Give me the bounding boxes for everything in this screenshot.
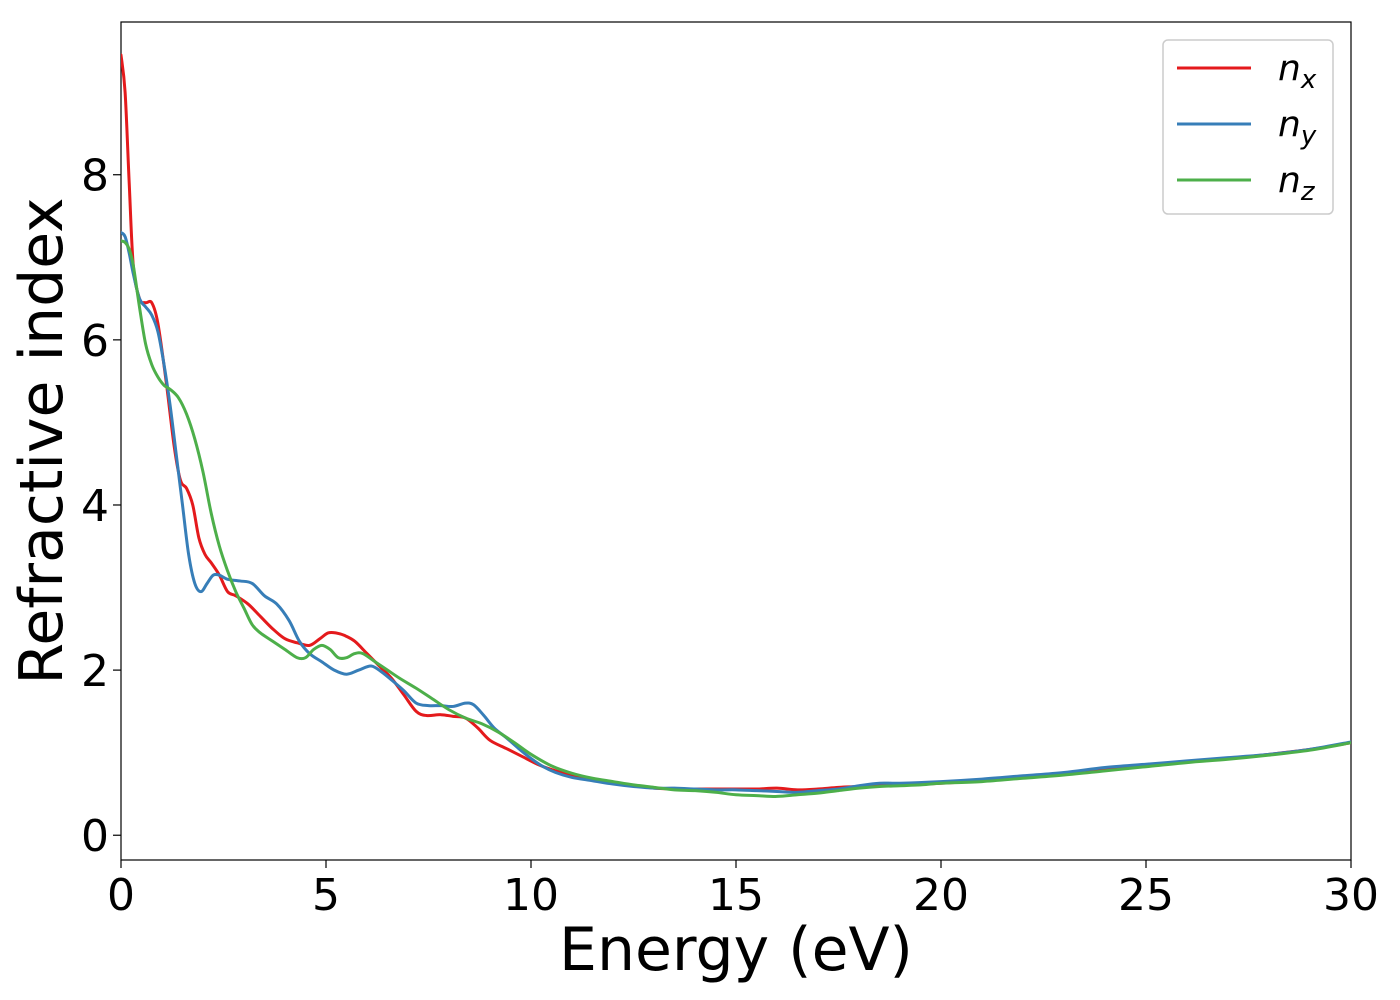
y-tick-label: 0 [81, 811, 109, 862]
legend-label-nx: nx [1278, 48, 1317, 95]
y-tick-label: 8 [81, 151, 109, 202]
y-axis-title: Refractive index [7, 197, 77, 684]
legend-box [1162, 39, 1334, 215]
x-tick-label: 20 [913, 870, 969, 921]
tick-layer: 0 5 10 15 20 25 30 0 2 4 6 8 [81, 151, 1379, 921]
x-tick-label: 15 [708, 870, 764, 921]
y-tick-label: 2 [81, 646, 109, 697]
y-tick-label: 6 [81, 316, 109, 367]
series-layer [121, 53, 1351, 798]
x-tick-label: 25 [1118, 870, 1174, 921]
series-line-ny [121, 231, 1351, 794]
x-tick-label: 30 [1323, 870, 1379, 921]
x-tick-label: 5 [312, 870, 340, 921]
legend-label-ny: ny [1278, 104, 1317, 151]
x-tick-label: 0 [107, 870, 135, 921]
x-axis-title: Energy (eV) [559, 915, 913, 985]
x-tick-label: 10 [503, 870, 559, 921]
plot-area [120, 21, 1352, 861]
series-line-nz [121, 239, 1351, 798]
y-tick-label: 4 [81, 481, 109, 532]
